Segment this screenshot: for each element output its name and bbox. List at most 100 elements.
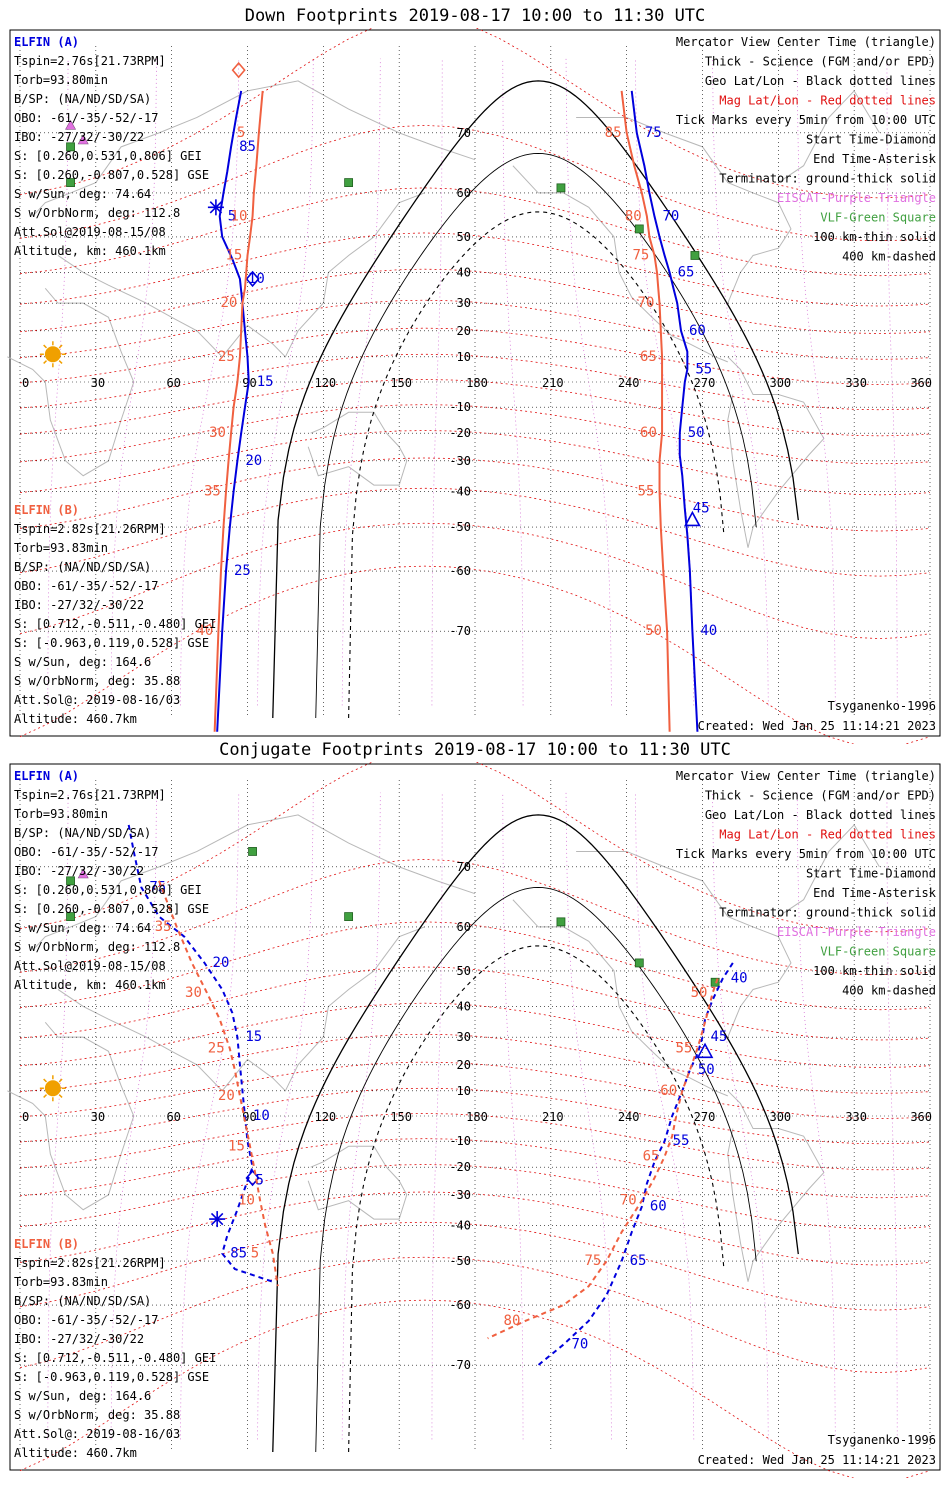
tick-mark-label: 25	[218, 349, 235, 365]
elfin-b-info-line: S: [-0.963,0.119,0.528] GSE	[14, 1370, 209, 1384]
sun-icon	[39, 1075, 66, 1102]
mag-meridian	[886, 792, 898, 1440]
elfin-b-info-line: S w/OrbNorm, deg: 35.88	[14, 674, 180, 688]
elfin-a-info-line: Altitude, km: 460.1km	[14, 978, 166, 992]
mag-meridian	[257, 58, 314, 706]
tick-mark-label: 35	[204, 484, 221, 500]
lat-tick-label: -60	[449, 1298, 471, 1312]
legend-entry: EISCAT-Purple Triangle	[777, 191, 936, 205]
elfin-b-info-line: Altitude: 460.7km	[14, 1446, 137, 1460]
lon-tick-label: 360	[910, 376, 932, 390]
end-asterisk	[207, 199, 224, 216]
center-triangle	[696, 1042, 714, 1059]
legend-entry: 100 km-thin solid	[813, 964, 936, 978]
tick-mark-label: 75	[632, 247, 649, 263]
lon-tick-label: 240	[618, 1110, 640, 1124]
lon-tick-label: 60	[166, 1110, 180, 1124]
elfin-b-info-line: Att.Sol@: 2019-08-16/03	[14, 693, 180, 707]
tick-mark-label: 50	[688, 425, 705, 441]
tick-mark-label: 5	[256, 1173, 264, 1189]
legend-entry: Mag Lat/Lon - Red dotted lines	[719, 94, 936, 108]
tick-mark-label: 30	[185, 985, 202, 1001]
elfin-b-info-line: Tspin=2.82s[21.26RPM]	[14, 522, 166, 536]
tick-mark-label: 70	[620, 1193, 637, 1209]
tick-mark-label: 40	[700, 623, 717, 639]
legend-entry: Mercator View Center Time (triangle)	[676, 769, 936, 783]
lat-tick-label: -20	[449, 1160, 471, 1174]
legend-entry: EISCAT-Purple Triangle	[777, 925, 936, 939]
elfin-b-info-line: Tspin=2.82s[21.26RPM]	[14, 1256, 166, 1270]
footprint-track	[216, 90, 250, 732]
mag-parallel	[19, 327, 931, 385]
tick-mark-label: 40	[196, 623, 213, 639]
elfin-a-info-line: S: [0.260,-0.807,0.528] GSE	[14, 168, 209, 182]
lat-tick-label: 70	[457, 126, 471, 140]
elfin-b-info-line: B/SP: (NA/ND/SD/SA)	[14, 1294, 151, 1308]
lat-tick-label: -20	[449, 426, 471, 440]
mag-parallel	[19, 858, 931, 976]
tick-mark-label: 10	[231, 208, 248, 224]
legend-entry: Mag Lat/Lon - Red dotted lines	[719, 828, 936, 842]
legend-entry: End Time-Asterisk	[813, 886, 937, 900]
mag-meridian	[565, 792, 612, 1440]
mag-parallel	[19, 1299, 931, 1478]
lon-tick-label: 30	[91, 376, 105, 390]
elfin-b-info-line: OBO: -61/-35/-52/-17	[14, 579, 159, 593]
lon-tick-label: 180	[466, 376, 488, 390]
mag-parallel	[19, 1061, 931, 1119]
elfin-a-info-line: S w/Sun, deg: 74.64	[14, 921, 151, 935]
mag-grid	[19, 28, 931, 744]
end-asterisk	[209, 1211, 226, 1228]
tick-mark-label: 75	[645, 125, 662, 141]
lon-tick-label: 150	[390, 1110, 412, 1124]
legend-entry: Geo Lat/Lon - Black dotted lines	[705, 808, 936, 822]
start-diamond	[245, 270, 260, 288]
mag-meridian	[431, 792, 443, 1440]
mag-parallel	[19, 353, 931, 411]
model-label: Tsyganenko-1996	[828, 1433, 936, 1447]
lat-tick-label: 20	[457, 324, 471, 338]
legend-entry: 400 km-dashed	[842, 984, 936, 998]
elfin-b-info-line: Att.Sol@: 2019-08-16/03	[14, 1427, 180, 1441]
tick-mark-label: 75	[149, 879, 166, 895]
tick-mark-label: 5	[237, 125, 245, 141]
vlf-square	[556, 917, 566, 927]
elfin-a-info-line: Altitude, km: 460.1km	[14, 244, 166, 258]
lat-tick-label: 60	[457, 186, 471, 200]
mag-parallel	[19, 187, 931, 277]
coastlines	[7, 814, 880, 1282]
mag-meridian	[431, 58, 443, 706]
down-footprints-map: 0 30 60 90 120 150 180 210 240 270 300 330 360706050…	[7, 28, 941, 744]
legend-entry: Geo Lat/Lon - Black dotted lines	[705, 74, 936, 88]
elfin-b-info-line: B/SP: (NA/ND/SD/SA)	[14, 560, 151, 574]
elfin-b-info-line: Torb=93.83min	[14, 541, 108, 555]
mag-parallel	[19, 522, 931, 640]
mag-grid	[19, 762, 931, 1478]
mag-parallel	[19, 762, 931, 933]
elfin-a-info-line: S: [0.260,-0.807,0.528] GSE	[14, 902, 209, 916]
mag-parallel	[19, 487, 931, 577]
elfin-a-info-line: S: [0.260,0.531,0.806] GEI	[14, 883, 202, 897]
mag-meridian	[886, 58, 898, 706]
created-timestamp: Created: Wed Jan 25 11:14:21 2023	[698, 1453, 936, 1467]
elfin-a-info-line: OBO: -61/-35/-52/-17	[14, 111, 159, 125]
lon-tick-label: 210	[542, 376, 564, 390]
footprint-track	[127, 824, 274, 1283]
elfin-a-info-line: S w/OrbNorm, deg: 112.8	[14, 206, 180, 220]
terminator-400km	[348, 945, 725, 1453]
legend-entry: Terminator: ground-thick solid	[719, 906, 936, 920]
tick-mark-label: 10	[238, 1193, 255, 1209]
elfin-a-info-line: Att.Sol@2019-08-15/08	[14, 225, 166, 239]
elfin-a-info-header: ELFIN (A)	[14, 769, 79, 783]
lat-tick-label: -40	[449, 485, 471, 499]
lat-tick-label: 10	[457, 1084, 471, 1098]
legend-entry: Start Time-Diamond	[806, 867, 936, 881]
lon-tick-label: 330	[845, 1110, 867, 1124]
tick-mark-label: 20	[213, 955, 230, 971]
tick-mark-label: 20	[220, 295, 237, 311]
lon-tick-label: 270	[694, 376, 716, 390]
mag-meridian	[180, 58, 240, 706]
lat-tick-label: 10	[457, 350, 471, 364]
tick-mark-label: 60	[650, 1199, 667, 1215]
tick-mark-label: 10	[253, 1108, 270, 1124]
